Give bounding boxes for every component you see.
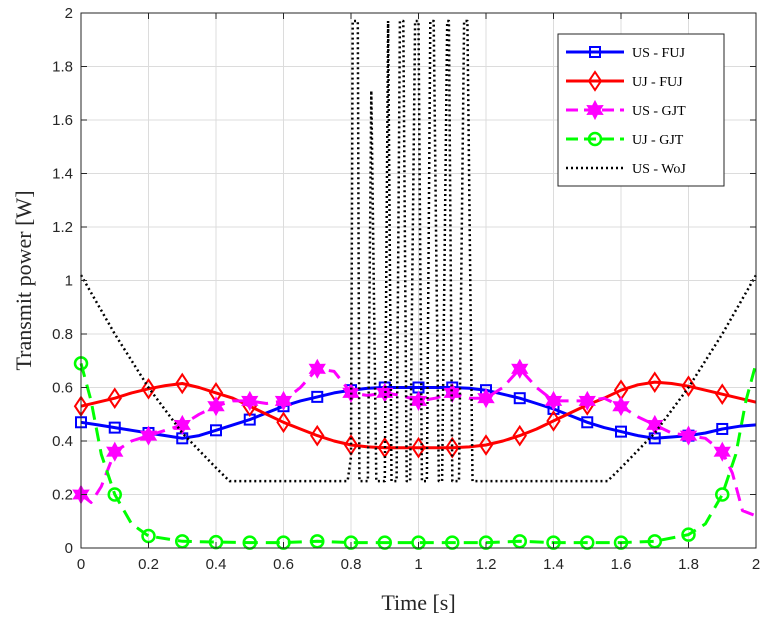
square-marker: [108, 421, 121, 434]
circle-marker: [276, 535, 291, 550]
y-tick-label: 0.6: [52, 380, 73, 397]
star-marker: [207, 396, 225, 417]
x-tick-label: 1: [414, 556, 422, 573]
y-tick-label: 1.8: [52, 59, 73, 76]
y-tick-label: 0.8: [52, 326, 73, 343]
square-marker: [581, 416, 594, 429]
circle-marker: [141, 528, 156, 544]
circle-marker: [107, 487, 122, 502]
x-tick-label: 0.2: [138, 556, 159, 573]
star-marker: [713, 441, 731, 462]
diamond-marker: [647, 371, 662, 393]
legend-label: UJ - GJT: [632, 133, 684, 148]
circle-marker: [175, 534, 190, 549]
star-marker: [477, 388, 495, 409]
square-marker: [615, 425, 627, 438]
circle-marker: [613, 535, 629, 550]
diamond-marker: [587, 70, 603, 92]
legend-item: US - FUJ: [566, 46, 685, 61]
square-marker: [589, 46, 601, 58]
circle-marker: [647, 534, 662, 549]
star-marker: [173, 414, 191, 435]
x-tick-label: 0.8: [341, 556, 362, 573]
diamond-marker: [445, 436, 460, 459]
star-marker: [586, 99, 604, 121]
legend-label: US - GJT: [632, 104, 686, 119]
legend-label: UJ - FUJ: [632, 75, 683, 90]
circle-marker: [715, 487, 730, 502]
square-marker: [513, 392, 526, 405]
y-axis-label: Transmit power [W]: [11, 190, 36, 370]
circle-marker: [242, 535, 257, 550]
circle-marker: [681, 527, 696, 542]
star-marker: [308, 358, 326, 379]
square-marker: [210, 424, 222, 437]
y-tick-label: 1.2: [52, 219, 73, 236]
legend-label: US - WoJ: [632, 162, 686, 177]
circle-marker: [310, 534, 325, 549]
series-line: [80, 386, 757, 440]
diamond-marker: [310, 424, 325, 447]
x-tick-label: 1.6: [611, 556, 632, 573]
x-tick-label: 1.2: [476, 556, 497, 573]
series-line: [79, 363, 758, 545]
circle-marker: [587, 131, 603, 147]
legend-item: US - GJT: [566, 99, 686, 121]
circle-marker: [546, 535, 561, 550]
circle-marker: [343, 535, 359, 550]
diamond-marker: [478, 434, 494, 456]
diamond-marker: [276, 411, 291, 434]
y-tick-labels: 0 0.2 0.4 0.6 0.8 1 1.2 1.4 1.6 1.8 2: [52, 5, 73, 557]
star-marker: [511, 358, 529, 379]
x-tick-label: 0.6: [273, 556, 294, 573]
diamond-marker: [141, 378, 156, 400]
x-axis-label: Time [s]: [381, 590, 455, 615]
x-tick-labels: 0 0.2 0.4 0.6 0.8 1 1.2 1.4 1.6 1.8 2: [77, 556, 760, 573]
star-marker: [612, 396, 630, 417]
circle-marker: [478, 535, 494, 550]
circle-marker: [580, 535, 595, 550]
diamond-marker: [107, 387, 122, 410]
circle-marker: [512, 534, 527, 549]
circle-marker: [411, 535, 426, 550]
diamond-marker: [175, 372, 190, 395]
circle-marker: [377, 535, 392, 550]
series-uj-gjt: [73, 356, 758, 550]
diamond-marker: [512, 424, 527, 447]
star-marker: [139, 425, 158, 446]
tick-marks: [80, 12, 757, 549]
x-tick-label: 0.4: [206, 556, 227, 573]
y-tick-label: 0: [65, 540, 73, 557]
square-marker: [716, 422, 729, 435]
x-tick-label: 2: [752, 556, 760, 573]
x-tick-label: 1.4: [543, 556, 564, 573]
legend-item: UJ - FUJ: [566, 70, 683, 92]
star-marker: [679, 425, 698, 446]
y-tick-label: 1.4: [52, 166, 73, 183]
star-marker: [578, 390, 596, 411]
series-line: [80, 380, 757, 450]
legend-item: UJ - GJT: [566, 131, 684, 148]
diamond-marker: [546, 410, 561, 432]
star-marker: [544, 390, 563, 411]
star-marker: [241, 390, 259, 411]
circle-marker: [445, 535, 460, 550]
y-tick-label: 2: [65, 5, 73, 22]
star-marker: [409, 390, 428, 411]
y-tick-label: 1.6: [52, 112, 73, 129]
star-marker: [646, 414, 664, 435]
y-tick-label: 0.2: [52, 487, 73, 504]
star-marker: [274, 390, 293, 411]
y-tick-label: 1: [65, 273, 73, 290]
legend: US - FUJ UJ - FUJ US - GJT UJ - GJT US - WoJ: [557, 33, 725, 187]
x-tick-label: 0: [77, 556, 85, 573]
legend-item: US - WoJ: [566, 162, 686, 177]
x-tick-label: 1.8: [678, 556, 699, 573]
y-tick-label: 0.4: [52, 433, 73, 450]
square-marker: [311, 390, 324, 403]
star-marker: [106, 441, 124, 462]
legend-label: US - FUJ: [632, 46, 685, 61]
diamond-marker: [715, 383, 730, 405]
